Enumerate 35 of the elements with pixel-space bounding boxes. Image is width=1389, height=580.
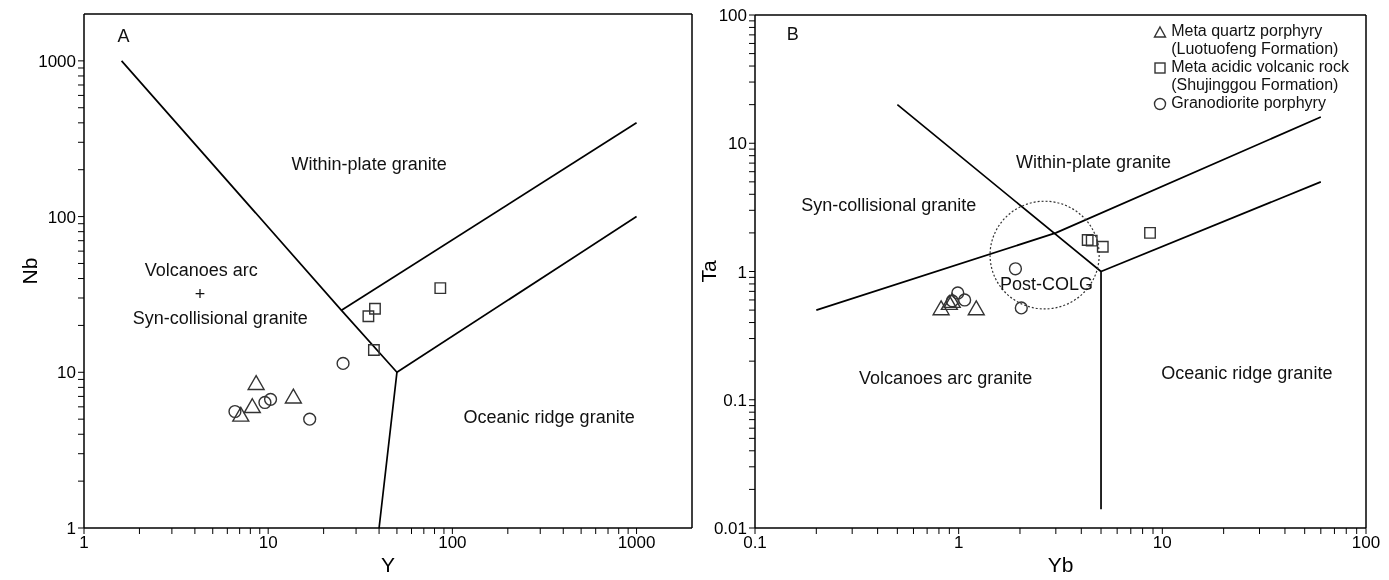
x-tick-label: 1000 <box>617 533 656 553</box>
y-tick-label: 1 <box>66 519 76 539</box>
annotation: Within-plate granite <box>291 154 447 175</box>
y-tick-label: 10 <box>728 134 747 154</box>
annotation: Syn-collisional granite <box>801 195 977 216</box>
y-tick-label: 100 <box>718 6 747 26</box>
y-tick-label: 1000 <box>38 51 76 71</box>
annotation: + <box>194 283 206 304</box>
legend-label: Meta acidic volcanic rock (Shujinggou Formation) <box>1171 58 1349 94</box>
annotation: Syn-collisional granite <box>132 308 308 329</box>
x-tick-label: 100 <box>1351 533 1381 553</box>
legend-label: Granodiorite porphyry <box>1171 94 1326 112</box>
annotation: Post-COLG <box>999 273 1093 294</box>
annotation: Volcanoes arc <box>144 259 258 280</box>
y-tick-label: 1 <box>737 262 747 282</box>
x-tick-label: 10 <box>258 533 278 553</box>
annotation: B <box>786 24 799 45</box>
y-tick-label: 10 <box>57 363 76 383</box>
y-axis-title: Nb <box>18 257 42 285</box>
x-tick-label: 100 <box>438 533 467 553</box>
y-tick-label: 100 <box>47 207 76 227</box>
x-axis-title: Y <box>380 553 396 576</box>
annotation: Oceanic ridge granite <box>463 406 635 427</box>
y-tick-label: 0.1 <box>723 390 747 410</box>
x-tick-label: 1 <box>79 533 89 553</box>
x-axis-title: Yb <box>1047 553 1074 576</box>
x-tick-label: 10 <box>1152 533 1172 553</box>
annotation: Volcanoes arc granite <box>859 367 1033 388</box>
x-tick-label: 0.1 <box>743 533 767 553</box>
legend-label: Meta quartz porphyry (Luotuofeng Formation) <box>1171 22 1339 58</box>
annotation: Within-plate granite <box>1015 152 1172 173</box>
y-axis-title: Ta <box>697 260 721 283</box>
annotation: Oceanic ridge granite <box>1161 363 1333 384</box>
x-tick-label: 1 <box>953 533 964 553</box>
annotation: A <box>117 26 130 47</box>
